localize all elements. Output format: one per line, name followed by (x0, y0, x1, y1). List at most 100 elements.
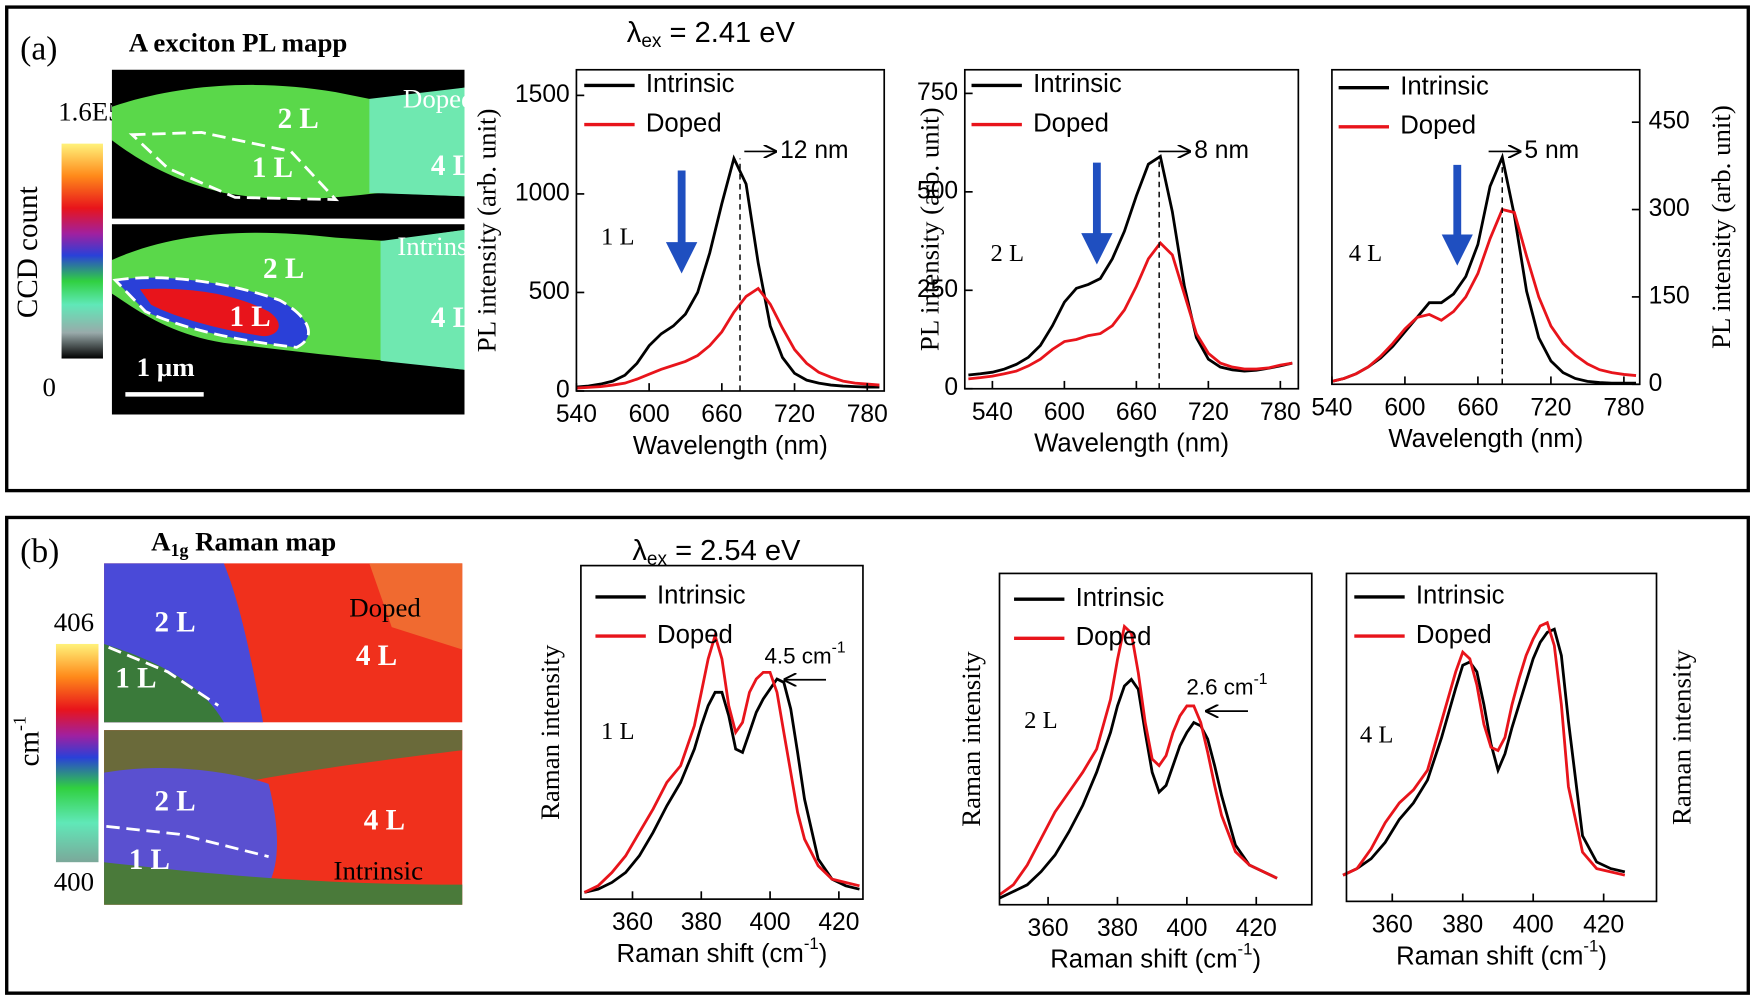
series-line (1342, 627, 1626, 877)
x-label-text: Raman shift (cm (1396, 942, 1583, 970)
map-label: 2 L (278, 103, 319, 135)
colorbar-min: 0 (43, 372, 56, 402)
x-tick-label: 420 (1236, 915, 1277, 942)
x-tick-label: 420 (818, 909, 859, 936)
y-tick-label: 0 (944, 374, 958, 401)
x-label-text: Raman shift (cm (1050, 945, 1237, 973)
x-tick-label: 720 (1188, 399, 1229, 426)
x-tick-label: 360 (612, 909, 653, 936)
shift-sup: -1 (832, 640, 846, 657)
x-tick-label: 380 (1442, 911, 1483, 938)
raman-map-intrinsic (104, 730, 463, 905)
panel-frame (5, 515, 1750, 995)
shift-label: 2.6 cm-1 (1186, 671, 1267, 700)
excitation: λex = 2.54 eV (632, 535, 801, 570)
panel-label: (a) (20, 31, 57, 68)
x-tick-label: 780 (1260, 399, 1301, 426)
colorbar-min: 400 (54, 867, 94, 897)
x-tick-label: 600 (1384, 394, 1425, 421)
x-label-text: Wavelength (nm) (633, 432, 828, 460)
plot-frame (1331, 68, 1641, 386)
x-tick-label: 720 (774, 401, 815, 428)
x-label-sup: -1 (1238, 940, 1253, 959)
legend-label: Doped (1400, 112, 1476, 140)
y-tick-label: 1000 (515, 179, 570, 206)
shift-label: 12 nm (780, 137, 848, 164)
legend-label: Doped (646, 109, 722, 137)
x-tick-label: 780 (847, 401, 888, 428)
x-label-sup: -1 (804, 934, 819, 953)
x-tick-label: 600 (1044, 399, 1085, 426)
excitation: λex = 2.41 eV (627, 17, 796, 52)
layer-label: 1 L (601, 718, 635, 745)
x-label-sup: -1 (1583, 937, 1598, 956)
x-label-text: Wavelength (nm) (1388, 425, 1583, 453)
x-label-text: Wavelength (nm) (1034, 430, 1229, 458)
pl-map-doped (111, 69, 465, 219)
x-axis-label: Wavelength (nm) (1388, 425, 1583, 453)
x-axis-label: Wavelength (nm) (633, 432, 828, 460)
shift-text: 2.6 cm (1186, 675, 1253, 700)
plot-frame (963, 68, 1300, 390)
x-tick-label: 540 (1311, 394, 1352, 421)
plot-frame (998, 572, 1313, 906)
map-label: 4 L (431, 302, 472, 334)
y-axis-label: Raman intensity (956, 651, 986, 827)
raman-map-doped (104, 563, 463, 723)
y-axis-label: Raman intensity (535, 644, 565, 820)
y-tick-label: 450 (1649, 108, 1690, 135)
x-axis-label: Wavelength (nm) (1034, 430, 1229, 458)
colorbar-max: 1.6E5 (58, 97, 121, 127)
colorbar (61, 143, 103, 359)
layer-label: 4 L (1360, 721, 1394, 748)
x-axis-label: Raman shift (cm-1) (1050, 940, 1261, 973)
shift-label: 8 nm (1194, 137, 1249, 164)
map-label: 4 L (364, 805, 405, 837)
x-tick-label: 400 (1166, 915, 1207, 942)
series-line (583, 630, 860, 894)
series-line (576, 154, 880, 389)
legend-label: Intrinsic (646, 70, 735, 98)
y-axis-label: PL intensity (arb. unit) (471, 109, 501, 353)
x-tick-label: 380 (1097, 915, 1138, 942)
series-line (1331, 152, 1637, 385)
legend-label: Intrinsic (1416, 582, 1505, 610)
x-tick-label: 660 (1457, 394, 1498, 421)
y-tick-label: 150 (1649, 282, 1690, 309)
legend-label: Doped (1033, 109, 1109, 137)
x-tick-label: 420 (1583, 911, 1624, 938)
y-tick-label: 300 (1649, 195, 1690, 222)
map-label: 2 L (154, 607, 195, 639)
series-line (584, 677, 860, 894)
map-label: Doped (403, 83, 475, 113)
x-tick-label: 380 (681, 909, 722, 936)
y-tick-label: 0 (556, 376, 570, 403)
shift-label: 4.5 cm-1 (764, 640, 845, 669)
series-line (1331, 207, 1637, 383)
legend-label: Intrinsic (1033, 70, 1122, 98)
map-title: A exciton PL mapp (129, 27, 348, 57)
layer-label: 2 L (1024, 707, 1058, 734)
x-tick-label: 720 (1530, 394, 1571, 421)
y-tick-label: 0 (1649, 370, 1663, 397)
panel-frame (5, 5, 1750, 493)
series-line (1342, 620, 1626, 877)
shift-text: 4.5 cm (764, 643, 831, 668)
x-axis-label: Raman shift (cm-1) (617, 934, 828, 967)
series-line (968, 154, 1293, 377)
series-line (998, 677, 1278, 900)
plot-frame (1345, 572, 1658, 903)
map-label: 1 L (252, 152, 293, 184)
map-label: 2 L (263, 253, 304, 285)
x-tick-label: 360 (1372, 911, 1413, 938)
map-title: A1g Raman map (151, 527, 336, 561)
y-axis-label: Raman intensity (1667, 649, 1697, 825)
map-label: 2 L (154, 786, 195, 818)
legend-label: Intrinsic (657, 582, 746, 610)
map-label: Intrinsic (397, 231, 487, 261)
x-label-text: ) (1598, 942, 1607, 970)
layer-label: 1 L (601, 223, 635, 250)
map-label: Doped (349, 593, 421, 623)
y-axis-label: PL intensity (arb. unit) (915, 107, 945, 351)
panel-label: (b) (20, 533, 59, 570)
